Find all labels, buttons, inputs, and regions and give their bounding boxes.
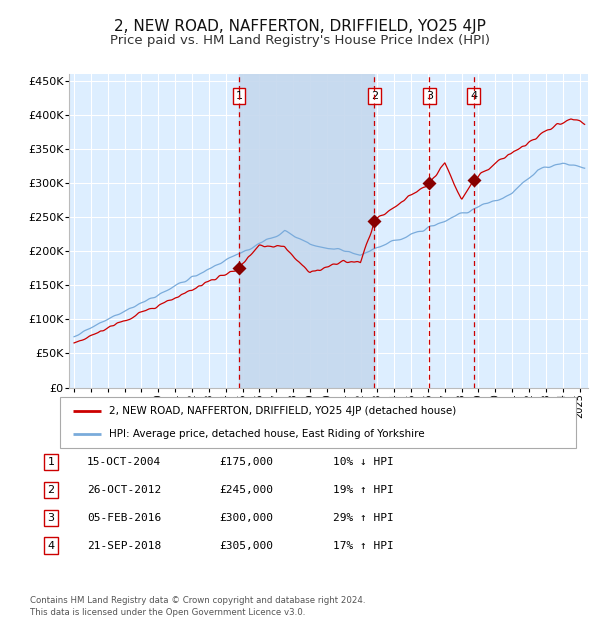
FancyBboxPatch shape: [60, 397, 576, 448]
Bar: [239, 74, 374, 388]
Text: 4: 4: [47, 541, 55, 551]
Text: HPI: Average price, detached house, East Riding of Yorkshire: HPI: Average price, detached house, East…: [109, 429, 425, 439]
Text: 05-FEB-2016: 05-FEB-2016: [87, 513, 161, 523]
Text: 19% ↑ HPI: 19% ↑ HPI: [333, 485, 394, 495]
Text: 10% ↓ HPI: 10% ↓ HPI: [333, 457, 394, 467]
Text: Contains HM Land Registry data © Crown copyright and database right 2024.
This d: Contains HM Land Registry data © Crown c…: [30, 596, 365, 617]
Text: 3: 3: [47, 513, 55, 523]
Text: £300,000: £300,000: [219, 513, 273, 523]
Text: £175,000: £175,000: [219, 457, 273, 467]
Text: 1: 1: [236, 91, 242, 101]
Text: 1: 1: [47, 457, 55, 467]
Text: 2: 2: [47, 485, 55, 495]
Text: 3: 3: [426, 91, 433, 101]
Text: 2, NEW ROAD, NAFFERTON, DRIFFIELD, YO25 4JP (detached house): 2, NEW ROAD, NAFFERTON, DRIFFIELD, YO25 …: [109, 405, 456, 415]
Text: Price paid vs. HM Land Registry's House Price Index (HPI): Price paid vs. HM Land Registry's House …: [110, 35, 490, 47]
Text: £245,000: £245,000: [219, 485, 273, 495]
Text: 2, NEW ROAD, NAFFERTON, DRIFFIELD, YO25 4JP: 2, NEW ROAD, NAFFERTON, DRIFFIELD, YO25 …: [114, 19, 486, 33]
Text: 21-SEP-2018: 21-SEP-2018: [87, 541, 161, 551]
Text: £305,000: £305,000: [219, 541, 273, 551]
Text: 2: 2: [371, 91, 378, 101]
Text: 26-OCT-2012: 26-OCT-2012: [87, 485, 161, 495]
Text: 29% ↑ HPI: 29% ↑ HPI: [333, 513, 394, 523]
Text: 17% ↑ HPI: 17% ↑ HPI: [333, 541, 394, 551]
Text: 15-OCT-2004: 15-OCT-2004: [87, 457, 161, 467]
Text: 4: 4: [470, 91, 478, 101]
